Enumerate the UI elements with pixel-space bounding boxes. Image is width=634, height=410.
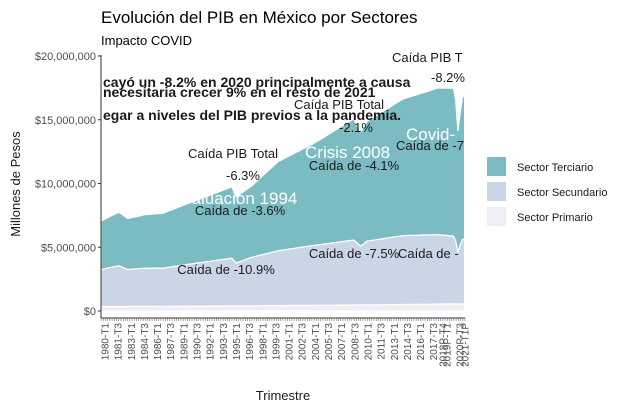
y-tick-label: $15,000,000 <box>35 115 96 127</box>
annotation-label: Caída de -7.5% <box>309 246 400 261</box>
annotations: Caída de -10.9% Caída de -7.5%Caída de - C… <box>103 50 465 277</box>
x-tick-label: 2013-T1 <box>390 323 401 361</box>
annotation-label: -8.2% <box>431 70 465 85</box>
x-tick-label: 1996-T3 <box>245 323 256 361</box>
y-axis: $0 $5,000,000 $10,000,000 $15,000,000 $20,00… <box>35 51 102 318</box>
annotation-label: valuación 1994 <box>183 189 297 208</box>
x-tick-label: 2004-T1 <box>311 323 322 361</box>
x-tick-label: 2017-T3 <box>429 323 440 361</box>
annotation-label: Caída PIB Total <box>294 97 384 112</box>
x-axis: 1980-T1 1981-T3 1983-T1 1984-T3 1986-T1 1987-… <box>101 317 472 367</box>
annotation-label: Caída de -4.1% <box>309 158 400 173</box>
x-tick-label: 1986-T1 <box>153 323 164 361</box>
x-tick-label: 1995-T1 <box>232 323 243 361</box>
x-tick-label: 1983-T1 <box>127 323 138 361</box>
legend-label: Sector Primario <box>517 212 593 224</box>
x-tick-label: 1990-T3 <box>193 323 204 361</box>
x-tick-label: 2002-T3 <box>298 323 309 361</box>
legend-label: Sector Secundario <box>517 187 608 199</box>
legend-swatch <box>487 207 506 226</box>
annotation-label: egar a niveles del PIB previos a la pand… <box>103 107 401 123</box>
y-tick-label: $10,000,000 <box>35 179 96 191</box>
area-sector-terciario <box>100 87 466 271</box>
x-axis-label: Trimestre <box>256 388 310 403</box>
x-tick-label: 2020P-T3 <box>456 323 467 367</box>
x-tick-label: 1984-T3 <box>140 323 151 361</box>
x-tick-label: 2010-T1 <box>364 323 375 361</box>
x-tick-label: 1993-T3 <box>219 323 230 361</box>
legend: Sector Terciario Sector Secundario Sector … <box>487 157 608 226</box>
x-tick-label: 1981-T3 <box>114 323 125 361</box>
x-tick-label: 2008-T3 <box>350 323 361 361</box>
annotation-label: necesitaria crecer 9% en el resto de 202… <box>103 84 376 100</box>
annotation-label: Caída de -7 <box>396 138 464 153</box>
x-tick-label: 2005-T3 <box>324 323 335 361</box>
x-tick-label: 1989-T1 <box>179 323 190 361</box>
plot-areas <box>100 87 466 312</box>
legend-swatch <box>487 182 506 201</box>
x-tick-label: 2019P-T1 <box>442 323 453 367</box>
x-tick-label: 1992-T1 <box>206 323 217 361</box>
x-tick-label: 1980-T1 <box>101 323 112 361</box>
legend-label: Sector Terciario <box>517 162 593 174</box>
chart-title: Evolución del PIB en México por Sectores <box>101 8 418 27</box>
x-tick-label: 2001-T1 <box>285 323 296 361</box>
annotation-label: -2.1% <box>339 120 373 135</box>
x-tick-label: 2018P-T4 <box>439 323 450 367</box>
chart-subtitle: Impacto COVID <box>101 33 192 48</box>
y-tick-label: $5,000,000 <box>41 242 96 254</box>
annotation-label: Covid- <box>406 125 455 144</box>
x-tick-label: 2016-T1 <box>416 323 427 361</box>
annotation-label: Crisis 2008 <box>305 143 390 162</box>
x-tick-label: 2021-T1P <box>461 323 472 367</box>
annotation-label: Caída PIB T <box>392 50 463 65</box>
y-axis-label: Millones de Pesos <box>8 131 23 237</box>
x-tick-label: 2007-T1 <box>337 323 348 361</box>
annotation-label: Caída PIB Total <box>188 146 278 161</box>
x-tick-label: 2011-T3 <box>377 323 388 360</box>
annotation-label: Caída de -10.9% <box>177 262 275 277</box>
annotation-label: -6.3% <box>226 168 260 183</box>
x-tick-label: 2014-T3 <box>403 323 414 361</box>
x-tick-label: 1987-T3 <box>166 323 177 361</box>
x-tick-label: 1999-T3 <box>271 323 282 361</box>
annotation-label: cayó un -8.2% en 2020 principalmente a c… <box>103 74 411 90</box>
annotation-label: Caída de - <box>398 246 459 261</box>
annotation-label: Caída de -3.6% <box>195 203 286 218</box>
x-tick-label: 1998-T1 <box>258 323 269 361</box>
y-tick-label: $20,000,000 <box>35 51 96 63</box>
y-tick-label: $0 <box>84 306 96 318</box>
legend-swatch <box>487 157 506 176</box>
